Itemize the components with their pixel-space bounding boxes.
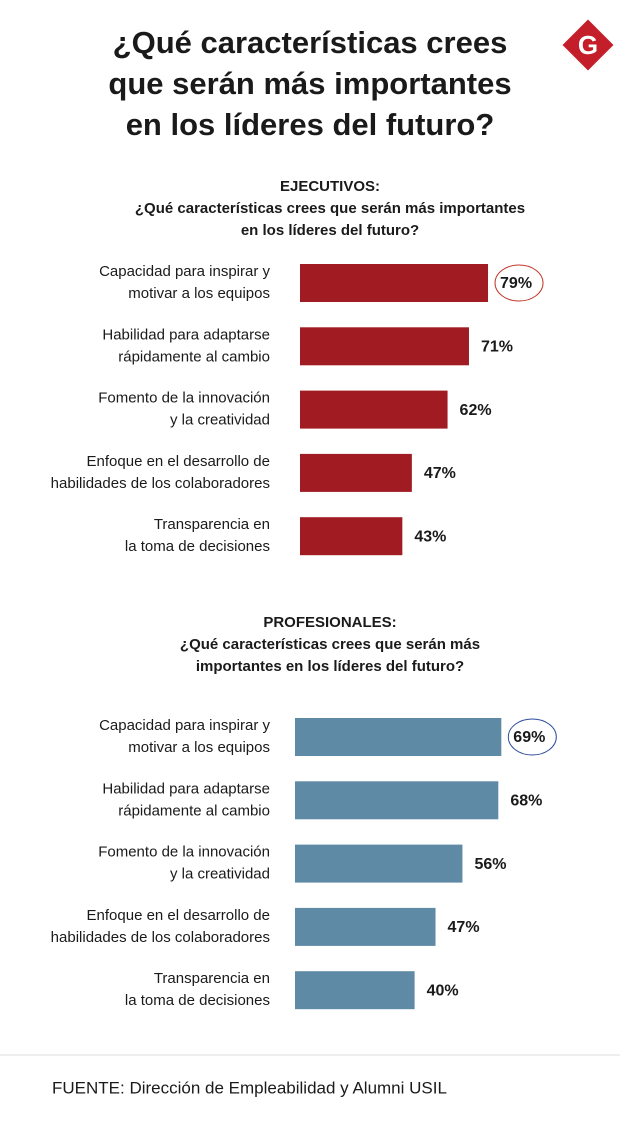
bar: [300, 517, 403, 556]
chart-subtitle: ¿Qué características crees que serán más: [180, 636, 480, 653]
title-line: ¿Qué características crees: [113, 25, 508, 60]
category-label: Fomento de la innovación: [98, 844, 270, 861]
value-label: 43%: [414, 528, 446, 545]
bar: [295, 781, 499, 820]
category-label: motivar a los equipos: [128, 739, 270, 756]
chart-subtitle: importantes en los líderes del futuro?: [196, 658, 464, 675]
category-label: Fomento de la innovación: [98, 390, 270, 407]
bar: [295, 844, 463, 883]
category-label: habilidades de los colaboradores: [51, 929, 270, 946]
category-label: Capacidad para inspirar y: [99, 263, 270, 280]
logo: G: [562, 19, 614, 71]
value-label: 79%: [500, 275, 532, 292]
title-line: en los líderes del futuro?: [126, 107, 495, 142]
category-label: Capacidad para inspirar y: [99, 717, 270, 734]
category-label: motivar a los equipos: [128, 285, 270, 302]
bar: [295, 907, 436, 946]
category-label: la toma de decisiones: [125, 992, 270, 1009]
value-label: 56%: [474, 856, 506, 873]
highlight-ring: [507, 718, 557, 756]
category-label: Habilidad para adaptarse: [102, 326, 270, 343]
logo-diamond: [562, 19, 614, 71]
category-label: Enfoque en el desarrollo de: [87, 907, 270, 924]
chart-title: EJECUTIVOS:: [280, 178, 380, 195]
chart-subtitle: ¿Qué características crees que serán más…: [135, 200, 525, 217]
bar: [300, 264, 489, 302]
category-label: y la creatividad: [170, 412, 270, 429]
category-label: Transparencia en: [154, 970, 270, 987]
value-label: 71%: [481, 339, 513, 356]
value-label: 47%: [424, 465, 456, 482]
category-label: y la creatividad: [170, 866, 270, 883]
bar: [295, 971, 415, 1010]
value-label: 62%: [460, 402, 492, 419]
category-label: Transparencia en: [154, 516, 270, 533]
logo-letter: G: [578, 30, 598, 60]
category-label: Enfoque en el desarrollo de: [87, 453, 270, 470]
value-label: 68%: [510, 793, 542, 810]
value-label: 69%: [513, 729, 545, 746]
title-line: que serán más importantes: [108, 66, 511, 101]
chart-title: PROFESIONALES:: [263, 614, 396, 631]
category-label: rápidamente al cambio: [118, 348, 270, 365]
chart-subtitle: en los líderes del futuro?: [241, 222, 419, 239]
category-label: Habilidad para adaptarse: [102, 780, 270, 797]
category-label: habilidades de los colaboradores: [51, 475, 270, 492]
value-label: 40%: [427, 982, 459, 999]
bar: [300, 327, 469, 366]
bar: [295, 718, 502, 756]
source: FUENTE: Dirección de Empleabilidad y Alu…: [52, 1078, 447, 1097]
bar: [300, 390, 448, 429]
highlight-ring: [494, 264, 544, 302]
category-label: rápidamente al cambio: [118, 802, 270, 819]
bar: [300, 453, 412, 492]
category-label: la toma de decisiones: [125, 538, 270, 555]
value-label: 47%: [448, 919, 480, 936]
